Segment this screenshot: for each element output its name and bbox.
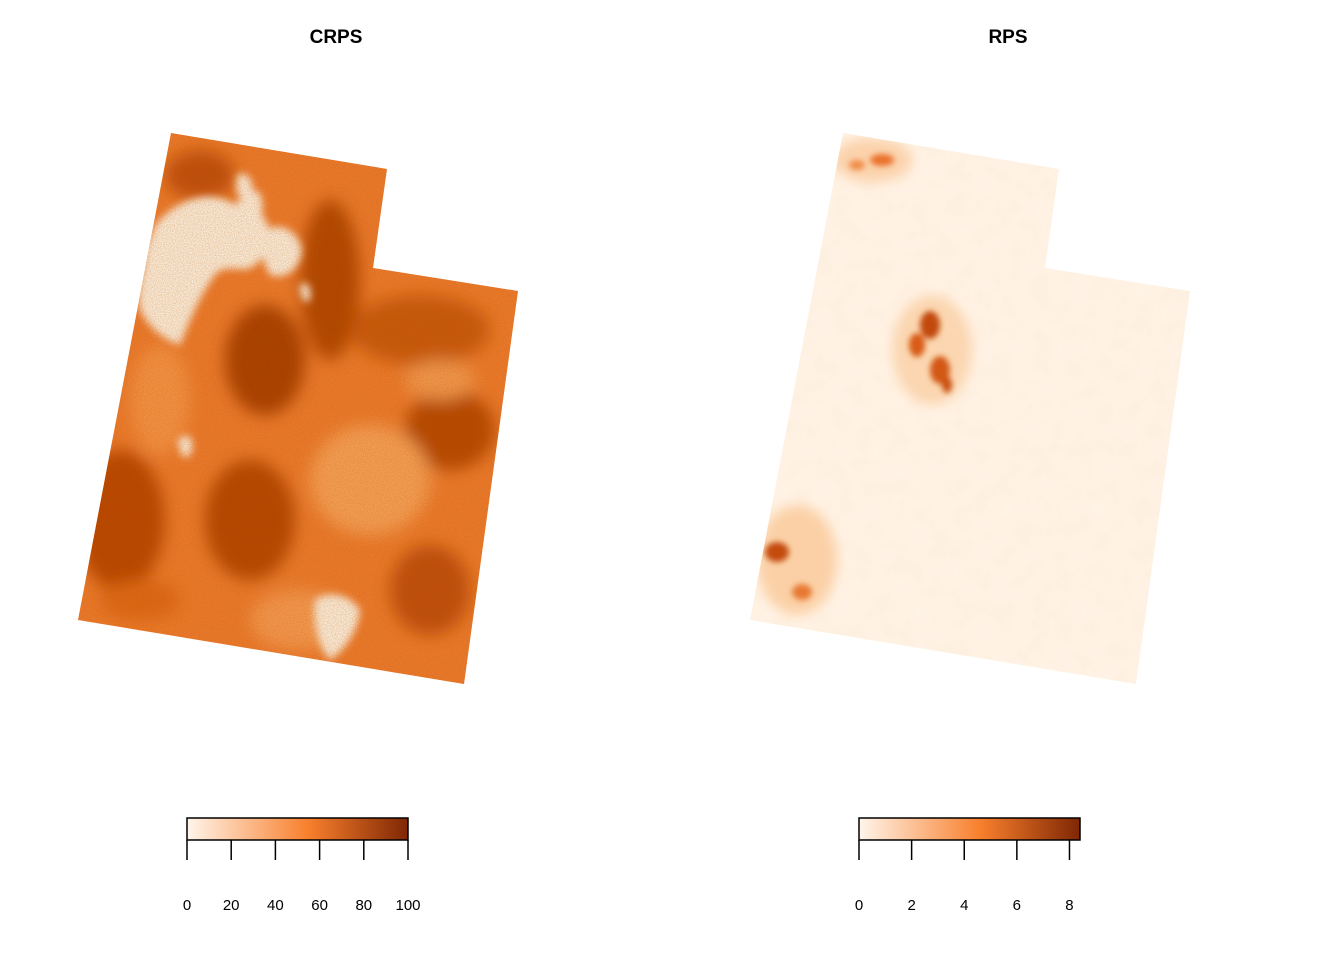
rps-high-patch: [870, 154, 894, 166]
rps-legend-ticks: 0 2 4 6 8: [855, 840, 1074, 914]
crps-legend-ticks: 0 20 40 60 80 100: [183, 840, 421, 914]
rps-high-patch: [909, 333, 925, 357]
crps-panel: CRPS: [78, 27, 518, 914]
crps-texture: [78, 133, 518, 684]
legend-tick-label: 60: [311, 897, 328, 914]
rps-colorbar: [858, 817, 1081, 841]
rps-raster: [750, 133, 1190, 684]
legend-tick-label: 4: [960, 897, 968, 914]
rps-mid-patch: [892, 295, 972, 405]
legend-tick-label: 8: [1065, 897, 1073, 914]
crps-title: CRPS: [309, 27, 363, 48]
crps-colorbar: [186, 817, 409, 841]
legend-tick-label: 2: [907, 897, 915, 914]
rps-high-patch: [920, 311, 940, 339]
rps-high-patch: [765, 542, 789, 562]
rps-map: [750, 133, 1190, 684]
legend-tick-label: 20: [223, 897, 240, 914]
rps-legend: 0 2 4 6 8: [855, 817, 1081, 914]
rps-high-patch: [849, 160, 865, 170]
legend-tick-label: 0: [855, 897, 863, 914]
legend-tick-label: 80: [355, 897, 372, 914]
legend-tick-label: 6: [1013, 897, 1021, 914]
legend-tick-label: 40: [267, 897, 284, 914]
crps-raster: [78, 133, 518, 684]
legend-tick-label: 0: [183, 897, 191, 914]
rps-mid-patch: [757, 505, 837, 615]
rps-panel: RPS: [672, 0, 1344, 960]
rps-title: RPS: [988, 27, 1028, 48]
rps-high-patch: [930, 356, 950, 384]
legend-tick-label: 100: [395, 897, 420, 914]
rps-high-patch: [942, 377, 952, 393]
rps-high-patch: [792, 584, 812, 600]
crps-legend: 0 20 40 60 80 100: [183, 817, 421, 914]
crps-map: [78, 133, 518, 684]
